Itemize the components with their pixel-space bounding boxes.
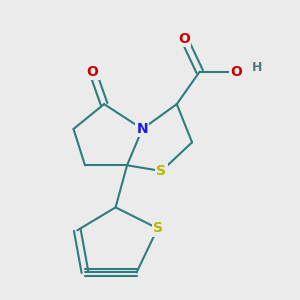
Text: O: O <box>230 64 242 79</box>
Text: H: H <box>252 61 262 74</box>
Text: O: O <box>178 32 190 46</box>
Text: O: O <box>87 64 99 79</box>
Text: S: S <box>153 221 163 236</box>
Text: N: N <box>136 122 148 136</box>
Text: S: S <box>157 164 166 178</box>
